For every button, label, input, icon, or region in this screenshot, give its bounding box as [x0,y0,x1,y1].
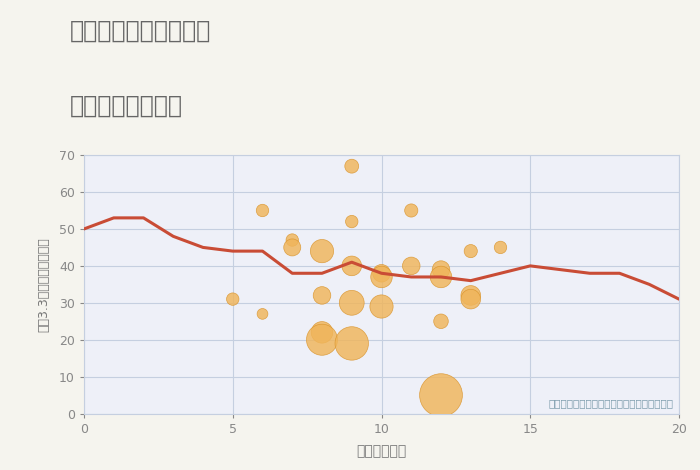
Point [346,299,357,306]
Point [316,329,328,336]
Point [287,236,298,244]
Point [346,163,357,170]
X-axis label: 駅距離（分）: 駅距離（分） [356,444,407,458]
Point [227,295,238,303]
Point [495,243,506,251]
Point [316,336,328,344]
Point [257,207,268,214]
Y-axis label: 坪（3.3㎡）単価（万円）: 坪（3.3㎡）単価（万円） [38,237,50,332]
Point [406,207,417,214]
Text: 奈良県奈良市学園南の: 奈良県奈良市学園南の [70,19,211,43]
Point [435,392,447,399]
Point [316,247,328,255]
Point [346,340,357,347]
Point [346,262,357,270]
Point [287,243,298,251]
Text: 駅距離別土地価格: 駅距離別土地価格 [70,94,183,118]
Point [435,266,447,274]
Point [465,295,476,303]
Point [465,247,476,255]
Point [376,269,387,277]
Point [465,292,476,299]
Point [376,273,387,281]
Text: 円の大きさは、取引のあった物件面積を示す: 円の大きさは、取引のあった物件面積を示す [548,399,673,408]
Point [376,303,387,310]
Point [435,273,447,281]
Point [435,318,447,325]
Point [346,218,357,225]
Point [406,262,417,270]
Point [257,310,268,318]
Point [316,292,328,299]
